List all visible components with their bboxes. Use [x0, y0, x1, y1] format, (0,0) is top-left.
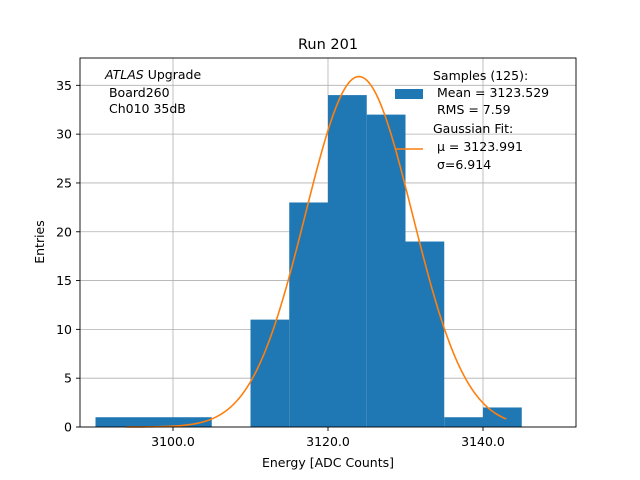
- y-tick-label-0: 0: [64, 420, 72, 435]
- histogram-bar-6: [444, 417, 483, 427]
- y-tick-label-5: 25: [56, 175, 72, 190]
- chart-title: Run 201: [298, 37, 358, 53]
- legend: Samples (125): Mean = 3123.529 RMS = 7.5…: [395, 68, 549, 172]
- y-tick-label-1: 5: [64, 371, 72, 386]
- histogram-bar-3: [328, 95, 367, 427]
- histogram-bars: [95, 95, 522, 427]
- y-tick-label-6: 30: [56, 127, 72, 142]
- annotation-line-2: Board260: [105, 85, 170, 100]
- histogram-bar-5: [405, 241, 445, 427]
- annotation-line-1: ATLAS Upgrade: [104, 67, 201, 82]
- x-axis-ticks: 3100.0 3120.0 3140.0: [151, 427, 505, 449]
- legend-histogram-swatch: [395, 89, 423, 99]
- legend-samples-rms: RMS = 7.59: [433, 102, 511, 117]
- annotation-line-3: Ch010 35dB: [105, 101, 186, 116]
- y-tick-label-4: 20: [56, 224, 72, 239]
- x-axis-label: Energy [ADC Counts]: [262, 455, 394, 470]
- atlas-annotation: ATLAS Upgrade Board260 Ch010 35dB: [104, 67, 201, 116]
- histogram-bar-1: [250, 319, 290, 427]
- legend-fit-mu: μ = 3123.991: [433, 139, 523, 154]
- legend-samples-header: Samples (125):: [433, 68, 528, 83]
- histogram-bar-4: [366, 114, 406, 427]
- annotation-atlas-italic: ATLAS: [104, 67, 144, 82]
- y-tick-label-2: 10: [56, 322, 72, 337]
- x-tick-label-2: 3140.0: [461, 434, 505, 449]
- x-tick-label-1: 3120.0: [306, 434, 350, 449]
- histogram-bar-0: [95, 417, 212, 427]
- gaussian-fit-curve: [126, 75, 507, 428]
- legend-fit-sigma: σ=6.914: [433, 157, 491, 172]
- histogram-bar-2: [289, 202, 328, 427]
- annotation-upgrade: Upgrade: [144, 67, 202, 82]
- y-tick-label-7: 35: [56, 78, 72, 93]
- x-tick-label-0: 3100.0: [151, 434, 195, 449]
- y-tick-label-3: 15: [56, 273, 72, 288]
- legend-fit-header: Gaussian Fit:: [433, 121, 513, 136]
- y-axis-label: Entries: [32, 220, 47, 264]
- legend-samples-mean: Mean = 3123.529: [433, 85, 549, 100]
- gaussian-fit: [126, 75, 507, 428]
- y-axis-ticks: 0 5 10 15 20 25 30 35: [56, 78, 80, 435]
